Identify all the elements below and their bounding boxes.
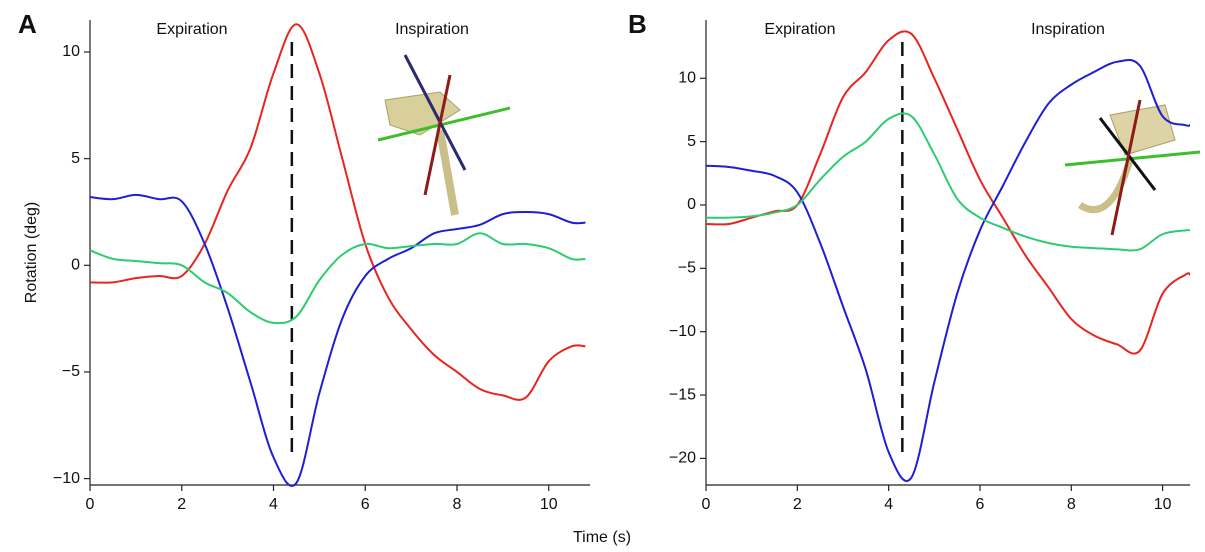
- x-tick-label: 6: [976, 496, 985, 513]
- y-tick-label: −20: [669, 450, 696, 467]
- y-tick-label: −5: [678, 260, 696, 277]
- y-tick-label: −15: [669, 386, 696, 403]
- series-line: [89, 193, 586, 487]
- series-line: [89, 23, 586, 401]
- panel-label: B: [628, 9, 647, 39]
- x-tick-label: 4: [269, 496, 278, 513]
- series-line: [705, 58, 1191, 482]
- x-tick-label: 4: [884, 496, 893, 513]
- inset-b: [1064, 99, 1201, 236]
- y-tick-label: 5: [71, 150, 80, 167]
- y-tick-label: −10: [53, 470, 80, 487]
- x-tick-label: 0: [86, 496, 95, 513]
- y-tick-label: 10: [62, 43, 80, 60]
- y-tick-label: 0: [687, 196, 696, 213]
- phase-label: Expiration: [764, 21, 835, 38]
- series-line: [705, 30, 1191, 355]
- x-tick-label: 0: [702, 496, 711, 513]
- x-axis-label: Time (s): [573, 529, 631, 546]
- phase-label: Inspiration: [395, 21, 469, 38]
- phase-label: Expiration: [156, 21, 227, 38]
- y-tick-label: −5: [62, 363, 80, 380]
- phase-label: Inspiration: [1031, 21, 1105, 38]
- inset-a: [377, 54, 511, 216]
- x-tick-label: 6: [361, 496, 370, 513]
- y-tick-label: 5: [687, 133, 696, 150]
- y-tick-label: −10: [669, 323, 696, 340]
- panel-label: A: [18, 9, 37, 39]
- x-tick-label: 8: [453, 496, 462, 513]
- x-tick-label: 10: [540, 496, 558, 513]
- x-tick-label: 10: [1154, 496, 1172, 513]
- y-tick-label: 10: [678, 70, 696, 87]
- series-line: [705, 112, 1191, 252]
- series-line: [89, 232, 586, 325]
- y-tick-label: 0: [71, 257, 80, 274]
- y-axis-label: Rotation (deg): [23, 202, 40, 303]
- x-tick-label: 2: [793, 496, 802, 513]
- x-tick-label: 2: [177, 496, 186, 513]
- x-tick-label: 8: [1067, 496, 1076, 513]
